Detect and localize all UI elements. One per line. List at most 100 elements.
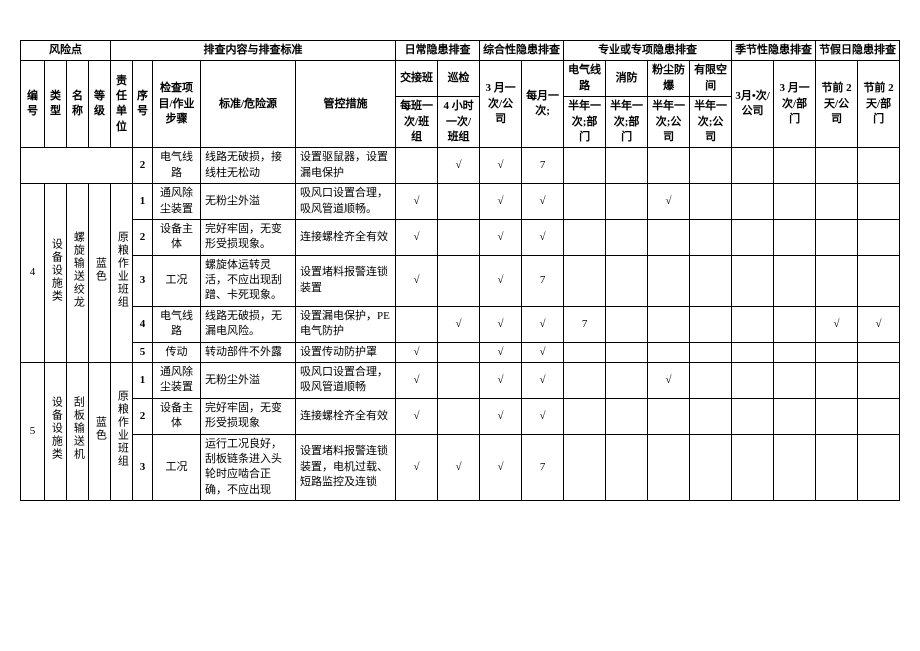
table-row: 2设备主体完好牢固，无变形受损现象。连接螺栓齐全有效√√√ [21,219,900,255]
check-mark: √ [480,363,522,399]
num-cell: 5 [21,363,45,501]
seq-cell: 1 [133,363,153,399]
header-row-2: 编号 类型 名称 等级 责任单位 序号 检查项目/作业步骤 标准/危险源 管控措… [21,61,900,97]
check-mark: √ [396,184,438,220]
check-mark: √ [396,398,438,434]
check-mark [774,148,816,184]
seq-cell: 3 [133,255,153,306]
hdr-comprehensive: 综合性隐患排查 [480,41,564,61]
check-mark [438,255,480,306]
item-cell: 工况 [153,255,201,306]
hdr-ctrl: 管控措施 [296,61,396,148]
check-mark [606,342,648,362]
check-mark [438,398,480,434]
check-mark [564,148,606,184]
item-cell: 电气线路 [153,148,201,184]
ctrl-cell: 设置驱鼠器，设置漏电保护 [296,148,396,184]
item-cell: 设备主体 [153,398,201,434]
check-mark [858,184,900,220]
check-mark [732,148,774,184]
check-mark [816,219,858,255]
hdr-patrol-freq: 4 小时一次/班组 [438,97,480,148]
check-mark [690,306,732,342]
check-mark: √ [480,148,522,184]
check-mark [732,255,774,306]
check-mark [648,398,690,434]
item-cell: 电气线路 [153,306,201,342]
check-mark [732,342,774,362]
table-row: 4电气线路线路无破损，无漏电风险。设置漏电保护，PE 电气防护√√√7√√ [21,306,900,342]
table-row: 2设备主体完好牢固，无变形受损现象连接螺栓齐全有效√√√ [21,398,900,434]
check-mark [774,342,816,362]
hdr-conf: 有限空间 [690,61,732,97]
check-mark: √ [480,434,522,501]
ctrl-cell: 连接螺栓齐全有效 [296,398,396,434]
unit-cell: 原粮作业班组 [111,184,133,363]
std-cell: 线路无破损，接线柱无松动 [201,148,296,184]
empty-cell [21,148,133,184]
check-mark [690,398,732,434]
name-cell: 螺旋输送绞龙 [67,184,89,363]
hdr-risk-point: 风险点 [21,41,111,61]
hdr-seasonal-c1: 3月•次/公司 [732,61,774,148]
check-mark [606,363,648,399]
ctrl-cell: 设置传动防护罩 [296,342,396,362]
check-mark [564,219,606,255]
check-mark: √ [438,434,480,501]
check-mark [816,434,858,501]
hdr-dust: 粉尘防爆 [648,61,690,97]
check-mark [438,363,480,399]
check-mark: √ [480,184,522,220]
check-mark [816,342,858,362]
check-mark: √ [522,363,564,399]
check-mark: √ [396,219,438,255]
check-mark [858,148,900,184]
check-mark: √ [816,306,858,342]
check-mark: 7 [522,255,564,306]
type-cell: 设备设施类 [45,184,67,363]
check-mark [606,184,648,220]
check-mark: √ [438,306,480,342]
hdr-level: 等级 [89,61,111,148]
table-row: 2电气线路线路无破损，接线柱无松动设置驱鼠器，设置漏电保护√√7 [21,148,900,184]
hdr-seq: 序号 [133,61,153,148]
hdr-holiday-c1: 节前 2 天/公司 [816,61,858,148]
check-mark [816,184,858,220]
check-mark [606,306,648,342]
hdr-half-dept-2: 半年一次;部门 [606,97,648,148]
check-mark [606,434,648,501]
check-mark [606,148,648,184]
hdr-holiday-c2: 节前 2 天/部门 [858,61,900,148]
hdr-half-co-2: 半年一次;公司 [690,97,732,148]
check-mark [732,306,774,342]
check-mark [774,184,816,220]
check-mark [858,255,900,306]
check-mark [774,363,816,399]
check-mark [564,363,606,399]
check-mark [606,219,648,255]
check-mark [732,398,774,434]
check-mark [732,219,774,255]
item-cell: 工况 [153,434,201,501]
hdr-m3: 3 月一次/公司 [480,61,522,148]
hdr-num: 编号 [21,61,45,148]
ctrl-cell: 连接螺栓齐全有效 [296,219,396,255]
check-mark [816,148,858,184]
check-mark [774,434,816,501]
ctrl-cell: 吸风口设置合理，吸风管道顺畅。 [296,184,396,220]
check-mark [648,255,690,306]
table-row: 5设备设施类刮板输送机蓝色原粮作业班组1通风除尘装置无粉尘外溢吸风口设置合理，吸… [21,363,900,399]
item-cell: 传动 [153,342,201,362]
check-mark [396,306,438,342]
check-mark [816,398,858,434]
hdr-seasonal: 季节性隐患排查 [732,41,816,61]
hdr-shift: 交接班 [396,61,438,97]
check-mark: √ [438,148,480,184]
hdr-item: 检查项目/作业步骤 [153,61,201,148]
check-mark [690,219,732,255]
seq-cell: 5 [133,342,153,362]
ctrl-cell: 吸风口设置合理，吸风管道顺畅 [296,363,396,399]
check-mark [648,342,690,362]
check-mark: √ [522,342,564,362]
check-mark [648,148,690,184]
